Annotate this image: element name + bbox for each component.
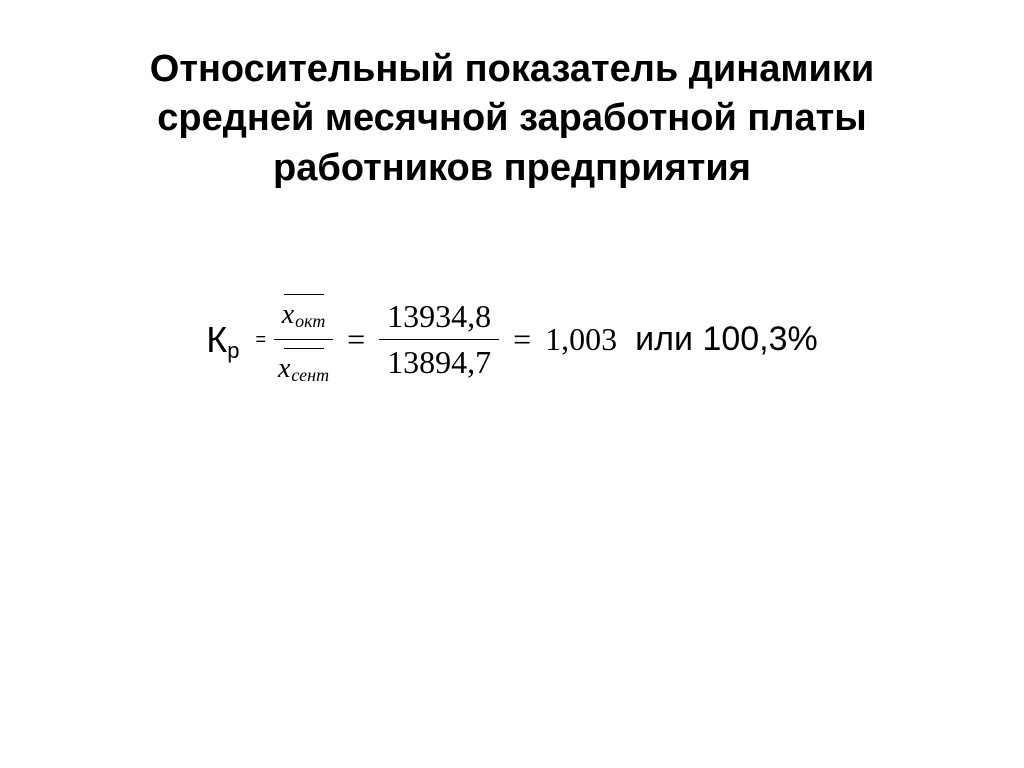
coefficient-symbol: Кр [206, 319, 239, 361]
xbar-sept: xсент [278, 342, 329, 391]
equals-sign-3: = [513, 321, 531, 358]
or-label: или [635, 320, 693, 358]
numeric-fraction: 13934,8 13894,7 [379, 294, 499, 385]
x-sept-var: xсент [278, 353, 329, 385]
slide-title: Относительный показатель динамики средне… [0, 0, 1024, 193]
formula-row: Кр = xокт xсент = 13934,8 13894,7 = 1,00… [0, 288, 1024, 391]
xbar-denominator: xсент [274, 339, 333, 391]
percent-value: 100,3% [702, 320, 817, 358]
coefficient-letter: К [206, 319, 227, 361]
or-percent: или 100,3% [635, 320, 818, 359]
xbar-numerator: xокт [278, 288, 330, 339]
x-sub-oct: окт [295, 311, 325, 332]
xbar-oct: xокт [282, 288, 326, 337]
overline-bottom [284, 348, 324, 349]
coefficient-subscript: р [227, 338, 239, 364]
x-sub-sept: сент [291, 365, 329, 386]
overline-top [284, 294, 324, 295]
equals-sign-2: = [347, 321, 365, 358]
result-value: 1,003 [545, 321, 617, 358]
xbar-fraction: xокт xсент [274, 288, 333, 391]
numeric-denominator: 13894,7 [379, 339, 499, 385]
x-letter-top: x [282, 299, 294, 331]
equals-sign-1: = [255, 329, 266, 350]
x-oct-var: xокт [282, 299, 326, 331]
numeric-numerator: 13934,8 [379, 294, 499, 339]
x-letter-bottom: x [278, 353, 290, 385]
